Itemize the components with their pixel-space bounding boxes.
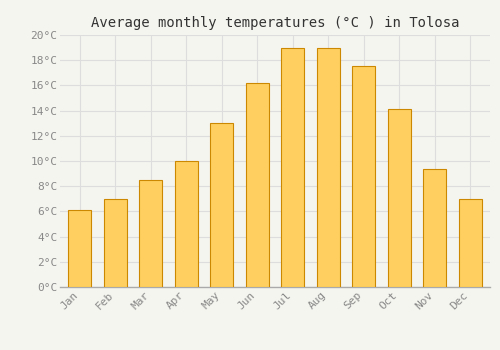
Bar bbox=[423, 169, 446, 287]
Bar bbox=[281, 48, 304, 287]
Bar bbox=[68, 210, 92, 287]
Title: Average monthly temperatures (°C ) in Tolosa: Average monthly temperatures (°C ) in To… bbox=[91, 16, 459, 30]
Bar bbox=[316, 48, 340, 287]
Bar bbox=[139, 180, 162, 287]
Bar bbox=[458, 199, 481, 287]
Bar bbox=[210, 123, 234, 287]
Bar bbox=[174, 161, 198, 287]
Bar bbox=[104, 199, 127, 287]
Bar bbox=[246, 83, 269, 287]
Bar bbox=[388, 109, 411, 287]
Bar bbox=[352, 66, 376, 287]
